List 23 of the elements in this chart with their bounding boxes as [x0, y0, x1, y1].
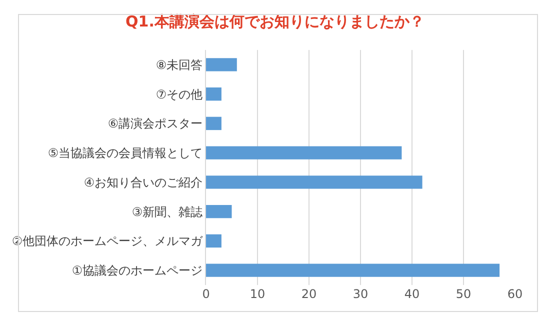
bar [206, 58, 237, 72]
x-tick-label: 10 [250, 287, 266, 301]
x-tick-label: 40 [404, 287, 420, 301]
y-tick-label: ①協議会のホームページ [72, 264, 203, 278]
bar [206, 146, 402, 160]
chart-title: Q1.本講演会は何でお知りになりましたか？ [126, 12, 424, 30]
x-tick-label: 0 [202, 287, 210, 301]
bar [206, 87, 222, 101]
bar [206, 264, 500, 277]
y-tick-label: ④お知り合いのご紹介 [84, 175, 203, 190]
x-tick-label: 50 [456, 287, 472, 301]
bar [206, 234, 222, 248]
x-tick-label: 30 [352, 287, 368, 301]
x-tick-label: 20 [301, 287, 317, 301]
y-tick-label: ⑥講演会ポスター [108, 116, 203, 131]
y-tick-label: ⑧未回答 [156, 58, 203, 72]
y-tick-label: ③新聞、雑誌 [132, 204, 203, 219]
bar [206, 204, 232, 218]
bar [206, 116, 222, 130]
x-tick-label: 60 [507, 287, 523, 301]
y-tick-label: ⑦その他 [156, 87, 203, 102]
bar [206, 176, 422, 189]
y-tick-label: ⑤当協議会の会員情報として [48, 146, 203, 160]
